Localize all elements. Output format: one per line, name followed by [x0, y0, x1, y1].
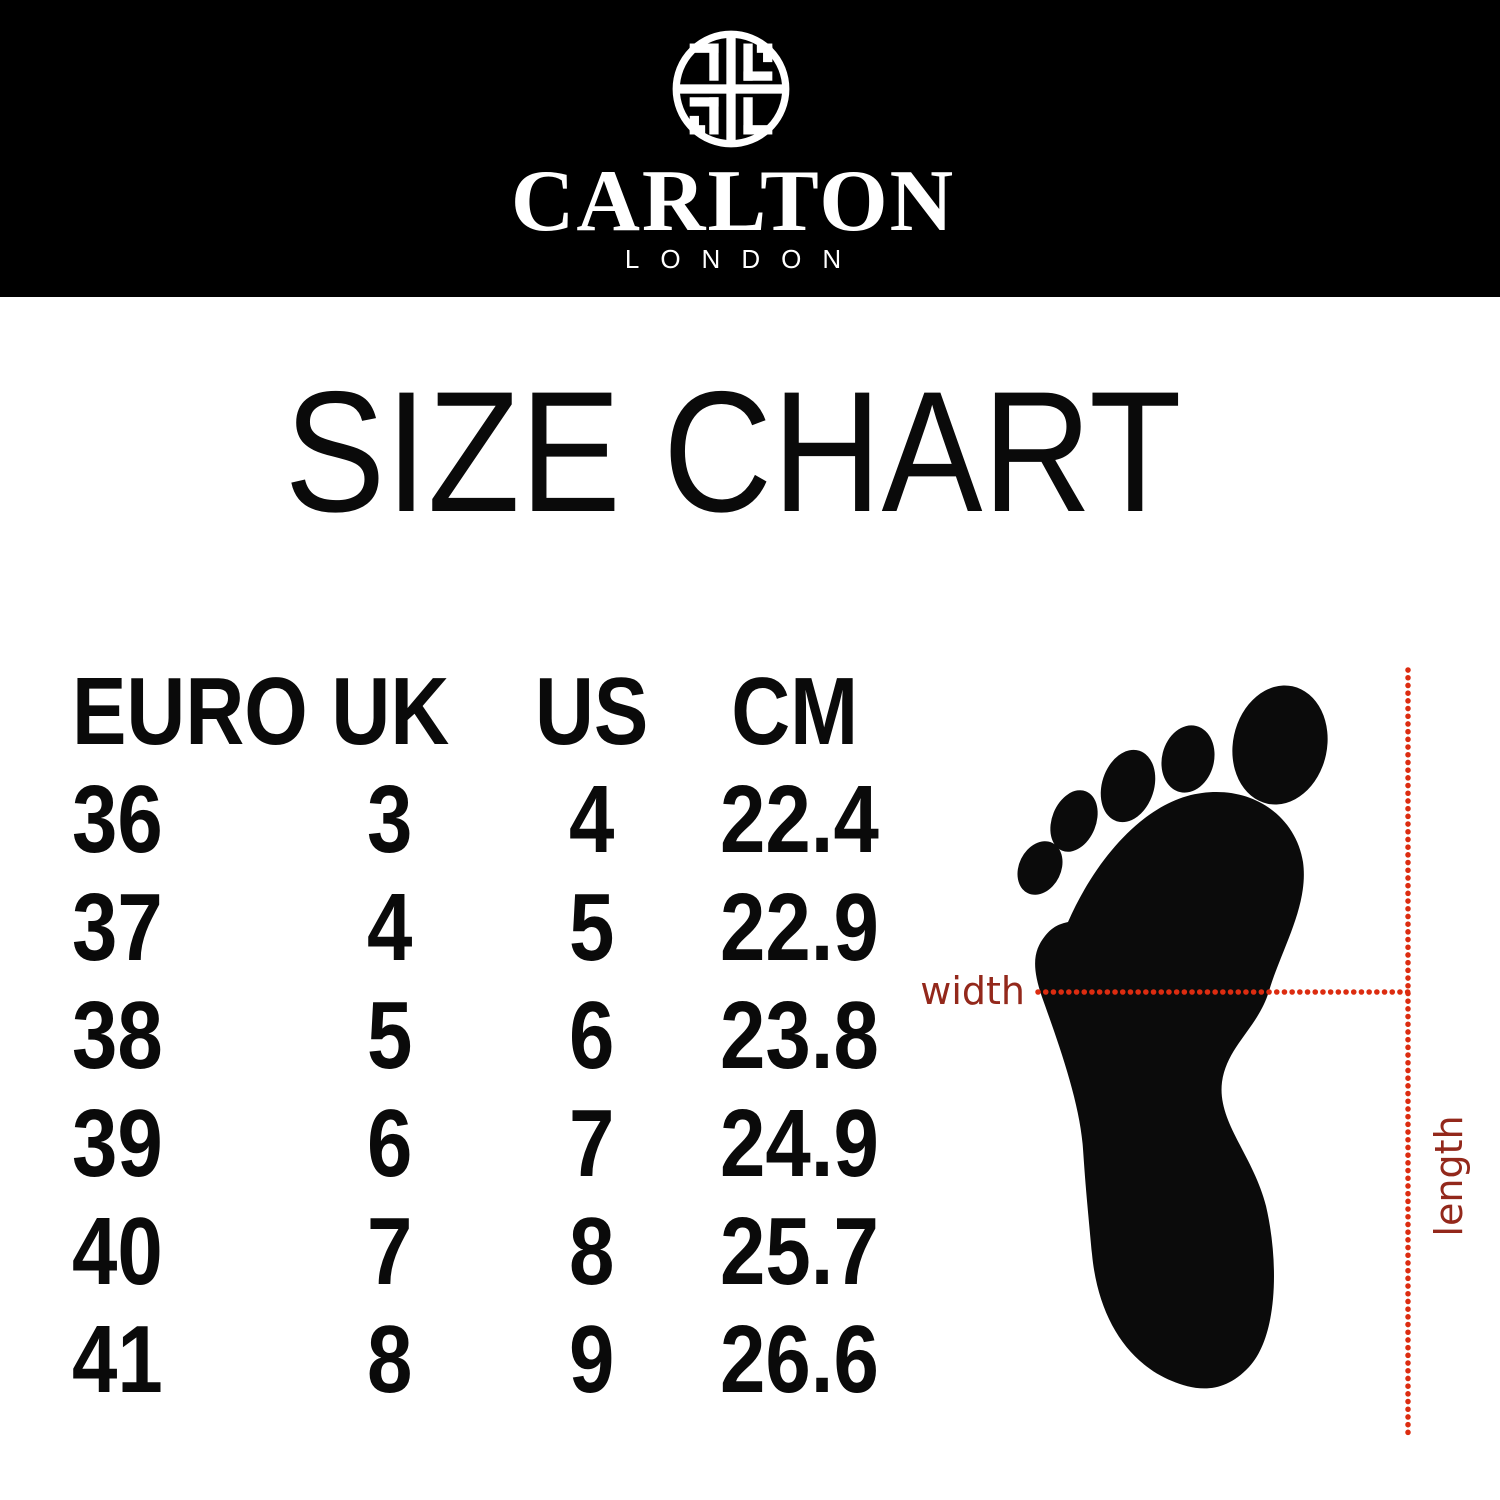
- cm-size-cell: 22.4: [720, 766, 879, 873]
- brand-city: LONDON: [624, 244, 863, 274]
- cm-size-cell: 26.6: [720, 1306, 879, 1413]
- us-size-cell: 7: [569, 1090, 615, 1197]
- width-label: width: [920, 969, 1025, 1013]
- brand-header: CARLTON LONDON: [0, 0, 1500, 297]
- uk-size-cell: 8: [367, 1306, 413, 1413]
- euro-size-cell: 38: [72, 982, 163, 1089]
- length-label: length: [1427, 1115, 1471, 1237]
- table-row: 37 4 5 22.9: [72, 874, 884, 982]
- euro-size-cell: 36: [72, 766, 163, 873]
- euro-size-cell: 40: [72, 1198, 163, 1305]
- column-header-us: US: [535, 658, 649, 765]
- uk-size-cell: 5: [367, 982, 413, 1089]
- table-row: 39 6 7 24.9: [72, 1090, 884, 1198]
- cm-size-cell: 22.9: [720, 874, 879, 981]
- uk-size-cell: 4: [367, 874, 413, 981]
- column-header-euro: EURO: [72, 658, 308, 765]
- cm-size-cell: 25.7: [720, 1198, 879, 1305]
- column-header-uk: UK: [331, 658, 449, 765]
- table-row: 38 5 6 23.8: [72, 982, 884, 1090]
- table-row: 41 8 9 26.6: [72, 1306, 884, 1414]
- table-row: 40 7 8 25.7: [72, 1198, 884, 1306]
- footprint-icon: [1017, 667, 1413, 1438]
- page-title: SIZE CHART: [284, 356, 1182, 548]
- size-table-header-row: EURO UK US CM: [72, 658, 884, 766]
- euro-size-cell: 37: [72, 874, 163, 981]
- column-header-cm: CM: [731, 658, 859, 765]
- brand-header-inner: CARLTON LONDON: [0, 0, 1466, 297]
- cm-size-cell: 23.8: [720, 982, 879, 1089]
- us-size-cell: 5: [569, 874, 615, 981]
- table-row: 36 3 4 22.4: [72, 766, 884, 874]
- euro-size-cell: 41: [72, 1306, 163, 1413]
- brand-name: CARLTON: [510, 153, 956, 250]
- cm-size-cell: 24.9: [720, 1090, 879, 1197]
- size-table: EURO UK US CM 36 3 4 22.4 37 4 5 22.9 38…: [72, 658, 884, 1414]
- uk-size-cell: 6: [367, 1090, 413, 1197]
- uk-size-cell: 3: [367, 766, 413, 873]
- us-size-cell: 9: [569, 1306, 615, 1413]
- us-size-cell: 8: [569, 1198, 615, 1305]
- us-size-cell: 6: [569, 982, 615, 1089]
- carlton-monogram-icon: [672, 30, 790, 148]
- euro-size-cell: 39: [72, 1090, 163, 1197]
- uk-size-cell: 7: [367, 1198, 413, 1305]
- us-size-cell: 4: [569, 766, 615, 873]
